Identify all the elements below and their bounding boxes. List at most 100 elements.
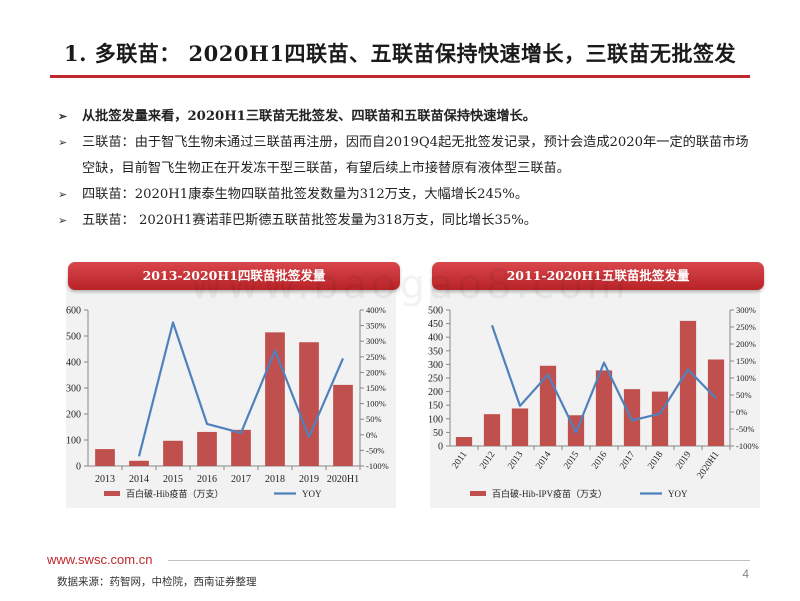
y-right-tick-label: -50%	[366, 445, 384, 455]
page-title: 1. 多联苗： 2020H1四联苗、五联苗保持快速增长，三联苗无批签发	[64, 41, 736, 66]
y-right-tick-label: 200%	[366, 367, 386, 377]
y-left-tick-label: 400	[66, 358, 81, 369]
y-right-tick-label: 150%	[366, 383, 386, 393]
bullet-item: ➢ 三联苗：由于智飞生物未通过三联苗再注册，因而自2019Q4起无批签发记录，预…	[58, 130, 758, 182]
arrow-bullet-icon: ➢	[58, 136, 68, 149]
chart-background-right	[430, 278, 760, 508]
tetravalent-vaccine-chart: 0 100 200 300 400 500 600 -100% -50% 0% 50% 100% 150…	[66, 305, 389, 499]
y-right-tick-label: 100%	[736, 373, 756, 383]
pentavalent-vaccine-chart: 0 50 100 150 200 250 300 350 400 450 500 -100% -50% 0…	[428, 305, 759, 499]
x-tick-label: 2012	[478, 450, 497, 472]
y-right-tick-label: 400%	[366, 305, 386, 315]
bar	[483, 414, 501, 446]
y-right-tick-label: 350%	[366, 321, 386, 331]
bullet-list: ➢ 从批签发量来看，2020H1三联苗无批签发、四联苗和五联苗保持快速增长。 ➢…	[58, 104, 758, 234]
bar	[679, 320, 697, 446]
bar	[455, 437, 473, 446]
y-left-tick-label: 500	[66, 332, 81, 343]
x-tick-label: 2016	[590, 450, 609, 472]
x-tick-label: 2018	[646, 450, 665, 472]
x-tick-label: 2011	[451, 450, 470, 471]
y-left-tick-label: 500	[428, 306, 443, 317]
y-right-tick-label: 0%	[366, 430, 377, 440]
arrow-bullet-icon: ➢	[58, 110, 68, 123]
bar	[707, 359, 725, 446]
y-right-tick-label: 250%	[736, 322, 756, 332]
bar	[129, 460, 149, 466]
yoy-line	[137, 321, 345, 457]
bar	[651, 391, 669, 446]
y-right-tick-label: 50%	[736, 390, 752, 400]
legend-bar-label: 百白破-Hib疫苗（万支）	[126, 488, 224, 499]
data-source-note: 数据来源：药智网，中检院，西南证券整理	[57, 576, 257, 588]
arrow-bullet-icon: ➢	[58, 188, 68, 201]
y-left-tick-label: 0	[438, 442, 443, 453]
arrow-bullet-icon: ➢	[58, 214, 68, 227]
bullet-text: 四联苗：2020H1康泰生物四联苗批签发数量为312万支，大幅增长245%。	[82, 187, 529, 202]
y-left-tick-label: 0	[76, 462, 81, 473]
y-left-tick-label: 600	[66, 306, 81, 317]
bullet-text: 五联苗： 2020H1赛诺菲巴斯德五联苗批签发量为318万支，同比增长35%。	[82, 213, 537, 228]
legend-bar-swatch	[470, 491, 486, 496]
y-right-tick-label: 100%	[366, 399, 386, 409]
legend-bar-swatch	[104, 491, 120, 496]
x-tick-label: 2017	[231, 474, 251, 485]
x-tick-label: 2014	[534, 450, 553, 472]
bullet-item: ➢ 从批签发量来看，2020H1三联苗无批签发、四联苗和五联苗保持快速增长。	[58, 104, 758, 130]
bar	[299, 342, 319, 466]
x-tick-label: 2013	[506, 450, 525, 472]
y-left-tick-label: 250	[428, 374, 443, 385]
y-right-tick-label: 300%	[366, 336, 386, 346]
y-right-tick-label: -50%	[736, 424, 754, 434]
x-tick-label: 2013	[95, 474, 115, 485]
bullet-text: 三联苗：由于智飞生物未通过三联苗再注册，因而自2019Q4起无批签发记录，预计会…	[82, 135, 749, 176]
y-left-tick-label: 100	[66, 436, 81, 447]
y-left-tick-label: 100	[428, 414, 443, 425]
bullet-item: ➢ 四联苗：2020H1康泰生物四联苗批签发数量为312万支，大幅增长245%。	[58, 182, 758, 208]
x-tick-label: 2020H1	[327, 474, 359, 485]
y-left-tick-label: 50	[433, 428, 443, 439]
y-right-tick-label: 200%	[736, 339, 756, 349]
y-left-tick-label: 300	[66, 384, 81, 395]
legend-line-label: YOY	[302, 489, 322, 499]
y-right-tick-label: -100%	[736, 441, 759, 451]
y-right-tick-label: -100%	[366, 461, 389, 471]
title-divider	[50, 75, 750, 78]
y-right-tick-label: 0%	[736, 407, 747, 417]
y-left-tick-label: 200	[428, 387, 443, 398]
bar	[163, 440, 183, 466]
y-right-tick-label: 300%	[736, 305, 756, 315]
x-tick-label: 2020H1	[696, 450, 722, 481]
y-right-tick-label: 50%	[366, 414, 382, 424]
bar	[511, 408, 529, 446]
y-left-tick-label: 350	[428, 346, 443, 357]
bullet-item: ➢ 五联苗： 2020H1赛诺菲巴斯德五联苗批签发量为318万支，同比增长35%…	[58, 208, 758, 234]
yoy-line	[490, 324, 717, 434]
chart-title-banner-tetravalent: 2013-2020H1四联苗批签发量	[68, 262, 400, 290]
bar	[231, 429, 251, 466]
x-tick-label: 2018	[265, 474, 285, 485]
x-tick-label: 2017	[618, 450, 637, 472]
footer-divider	[168, 560, 750, 561]
chart-title-banner-pentavalent: 2011-2020H1五联苗批签发量	[432, 262, 764, 290]
legend-bar-label: 百白破-Hib-IPV疫苗（万支）	[492, 488, 607, 499]
bar	[197, 431, 217, 466]
x-tick-label: 2016	[197, 474, 217, 485]
y-left-tick-label: 450	[428, 319, 443, 330]
bar	[539, 365, 557, 446]
bar	[595, 370, 613, 446]
y-left-tick-label: 300	[428, 360, 443, 371]
y-left-tick-label: 400	[428, 333, 443, 344]
y-left-tick-label: 150	[428, 401, 443, 412]
bar	[623, 389, 641, 446]
y-right-tick-label: 150%	[736, 356, 756, 366]
x-tick-label: 2019	[674, 450, 693, 472]
x-tick-label: 2019	[299, 474, 319, 485]
bar	[95, 449, 115, 466]
x-tick-label: 2015	[562, 450, 581, 472]
footer-url-link[interactable]: www.swsc.com.cn	[47, 552, 153, 567]
x-tick-label: 2015	[163, 474, 183, 485]
legend-line-label: YOY	[668, 489, 688, 499]
y-left-tick-label: 200	[66, 410, 81, 421]
page-number: 4	[742, 567, 749, 581]
